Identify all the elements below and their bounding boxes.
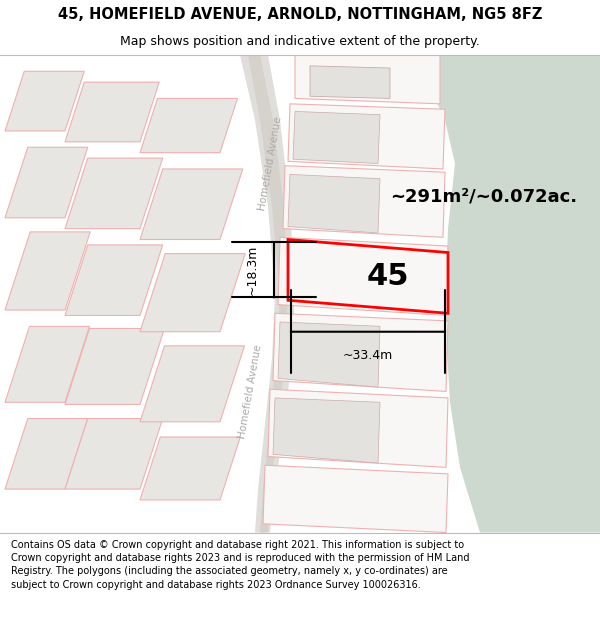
Polygon shape <box>283 166 445 238</box>
Polygon shape <box>5 232 90 310</box>
Polygon shape <box>140 437 240 500</box>
Text: 45: 45 <box>367 262 409 291</box>
Polygon shape <box>288 239 448 313</box>
Polygon shape <box>140 346 245 422</box>
Polygon shape <box>65 329 164 404</box>
Text: 45, HOMEFIELD AVENUE, ARNOLD, NOTTINGHAM, NG5 8FZ: 45, HOMEFIELD AVENUE, ARNOLD, NOTTINGHAM… <box>58 8 542 22</box>
Polygon shape <box>295 55 440 104</box>
Polygon shape <box>140 169 243 239</box>
Text: Homefield Avenue: Homefield Avenue <box>237 344 263 439</box>
Polygon shape <box>5 326 89 402</box>
Polygon shape <box>273 398 380 463</box>
Polygon shape <box>140 98 238 152</box>
Polygon shape <box>273 313 448 391</box>
Polygon shape <box>5 71 84 131</box>
Polygon shape <box>140 254 245 332</box>
Text: ~18.3m: ~18.3m <box>245 244 259 295</box>
Polygon shape <box>248 55 288 532</box>
Polygon shape <box>65 82 159 142</box>
Polygon shape <box>290 248 360 300</box>
Polygon shape <box>5 419 88 489</box>
Polygon shape <box>278 322 380 387</box>
Polygon shape <box>65 245 163 316</box>
Polygon shape <box>278 238 448 316</box>
Text: Homefield Avenue: Homefield Avenue <box>257 116 283 211</box>
Polygon shape <box>5 148 88 218</box>
Text: ~291m²/~0.072ac.: ~291m²/~0.072ac. <box>390 187 577 205</box>
Polygon shape <box>288 174 380 233</box>
Text: Map shows position and indicative extent of the property.: Map shows position and indicative extent… <box>120 35 480 48</box>
Polygon shape <box>288 104 445 169</box>
Polygon shape <box>430 55 600 532</box>
Polygon shape <box>240 55 295 532</box>
Polygon shape <box>263 465 448 532</box>
Text: ~33.4m: ~33.4m <box>343 349 393 362</box>
Polygon shape <box>268 389 448 468</box>
Text: Contains OS data © Crown copyright and database right 2021. This information is : Contains OS data © Crown copyright and d… <box>11 540 469 589</box>
Polygon shape <box>293 111 380 164</box>
Polygon shape <box>310 66 390 98</box>
Polygon shape <box>65 419 163 489</box>
Polygon shape <box>65 158 163 229</box>
